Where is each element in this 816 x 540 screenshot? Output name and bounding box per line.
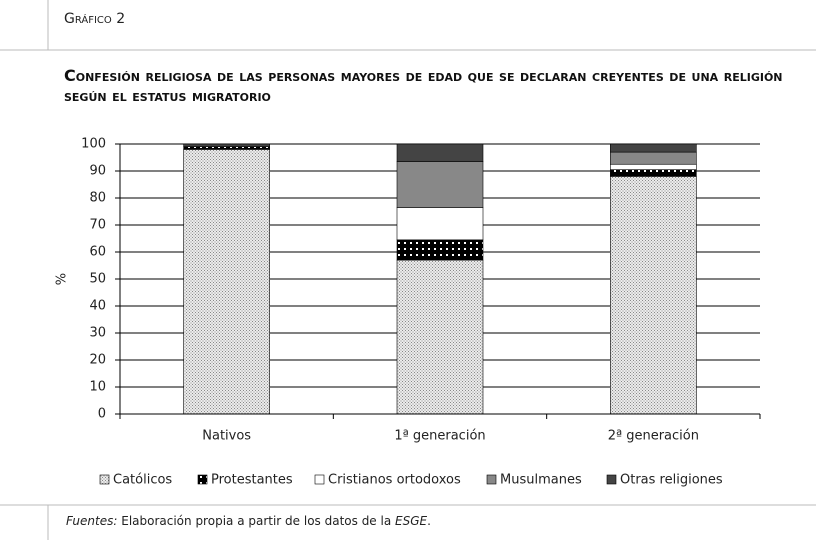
bar-segment <box>183 143 270 147</box>
bar-segment <box>610 163 697 170</box>
source-end: . <box>427 514 431 528</box>
header-label: Gráfico 2 <box>64 11 125 27</box>
legend-swatch <box>99 474 110 485</box>
y-tick-label: 100 <box>81 137 106 152</box>
y-tick-label: 10 <box>89 380 106 395</box>
y-tick-label: 80 <box>89 191 106 206</box>
bar-segment <box>610 151 697 165</box>
source-name: ESGE <box>395 514 427 528</box>
y-tick-label: 20 <box>89 353 106 368</box>
bar-segment <box>396 207 484 241</box>
bar-segment <box>396 259 484 415</box>
bar-segment <box>396 143 484 162</box>
y-tick-label: 90 <box>89 164 106 179</box>
legend-swatch <box>197 474 208 485</box>
bar-segment <box>610 143 697 153</box>
legend-label: Protestantes <box>211 473 293 488</box>
y-tick-label: 40 <box>89 299 106 314</box>
bar-segment <box>396 239 484 261</box>
bar-segment <box>610 169 697 177</box>
x-tick-label: 2ª generación <box>608 429 699 444</box>
bar-segment <box>183 149 270 415</box>
legend-swatch <box>606 474 617 485</box>
source-text: Elaboración propia a partir de los datos… <box>121 514 391 528</box>
legend-label: Musulmanes <box>500 473 582 488</box>
legend-label: Católicos <box>113 473 172 488</box>
legend-label: Cristianos ortodoxos <box>328 473 461 488</box>
x-tick-label: 1ª generación <box>394 429 485 444</box>
y-tick-label: 70 <box>89 218 106 233</box>
y-axis-label: % <box>55 273 70 285</box>
legend-swatch <box>314 474 325 485</box>
y-tick-label: 0 <box>98 407 106 422</box>
bar-segment <box>183 146 270 150</box>
y-tick-label: 60 <box>89 245 106 260</box>
x-tick-label: Nativos <box>202 429 251 444</box>
bar-segment <box>610 176 697 415</box>
y-tick-label: 50 <box>89 272 106 287</box>
source: Fuentes: Elaboración propia a partir de … <box>66 514 431 528</box>
chart-title: Confesión religiosa de las personas mayo… <box>64 66 783 105</box>
legend-swatch <box>486 474 497 485</box>
legend-label: Otras religiones <box>620 473 723 488</box>
source-label: Fuentes: <box>66 514 117 528</box>
title-box: Confesión religiosa de las personas mayo… <box>64 66 783 105</box>
y-tick-label: 30 <box>89 326 106 341</box>
bar-segment <box>396 161 484 208</box>
